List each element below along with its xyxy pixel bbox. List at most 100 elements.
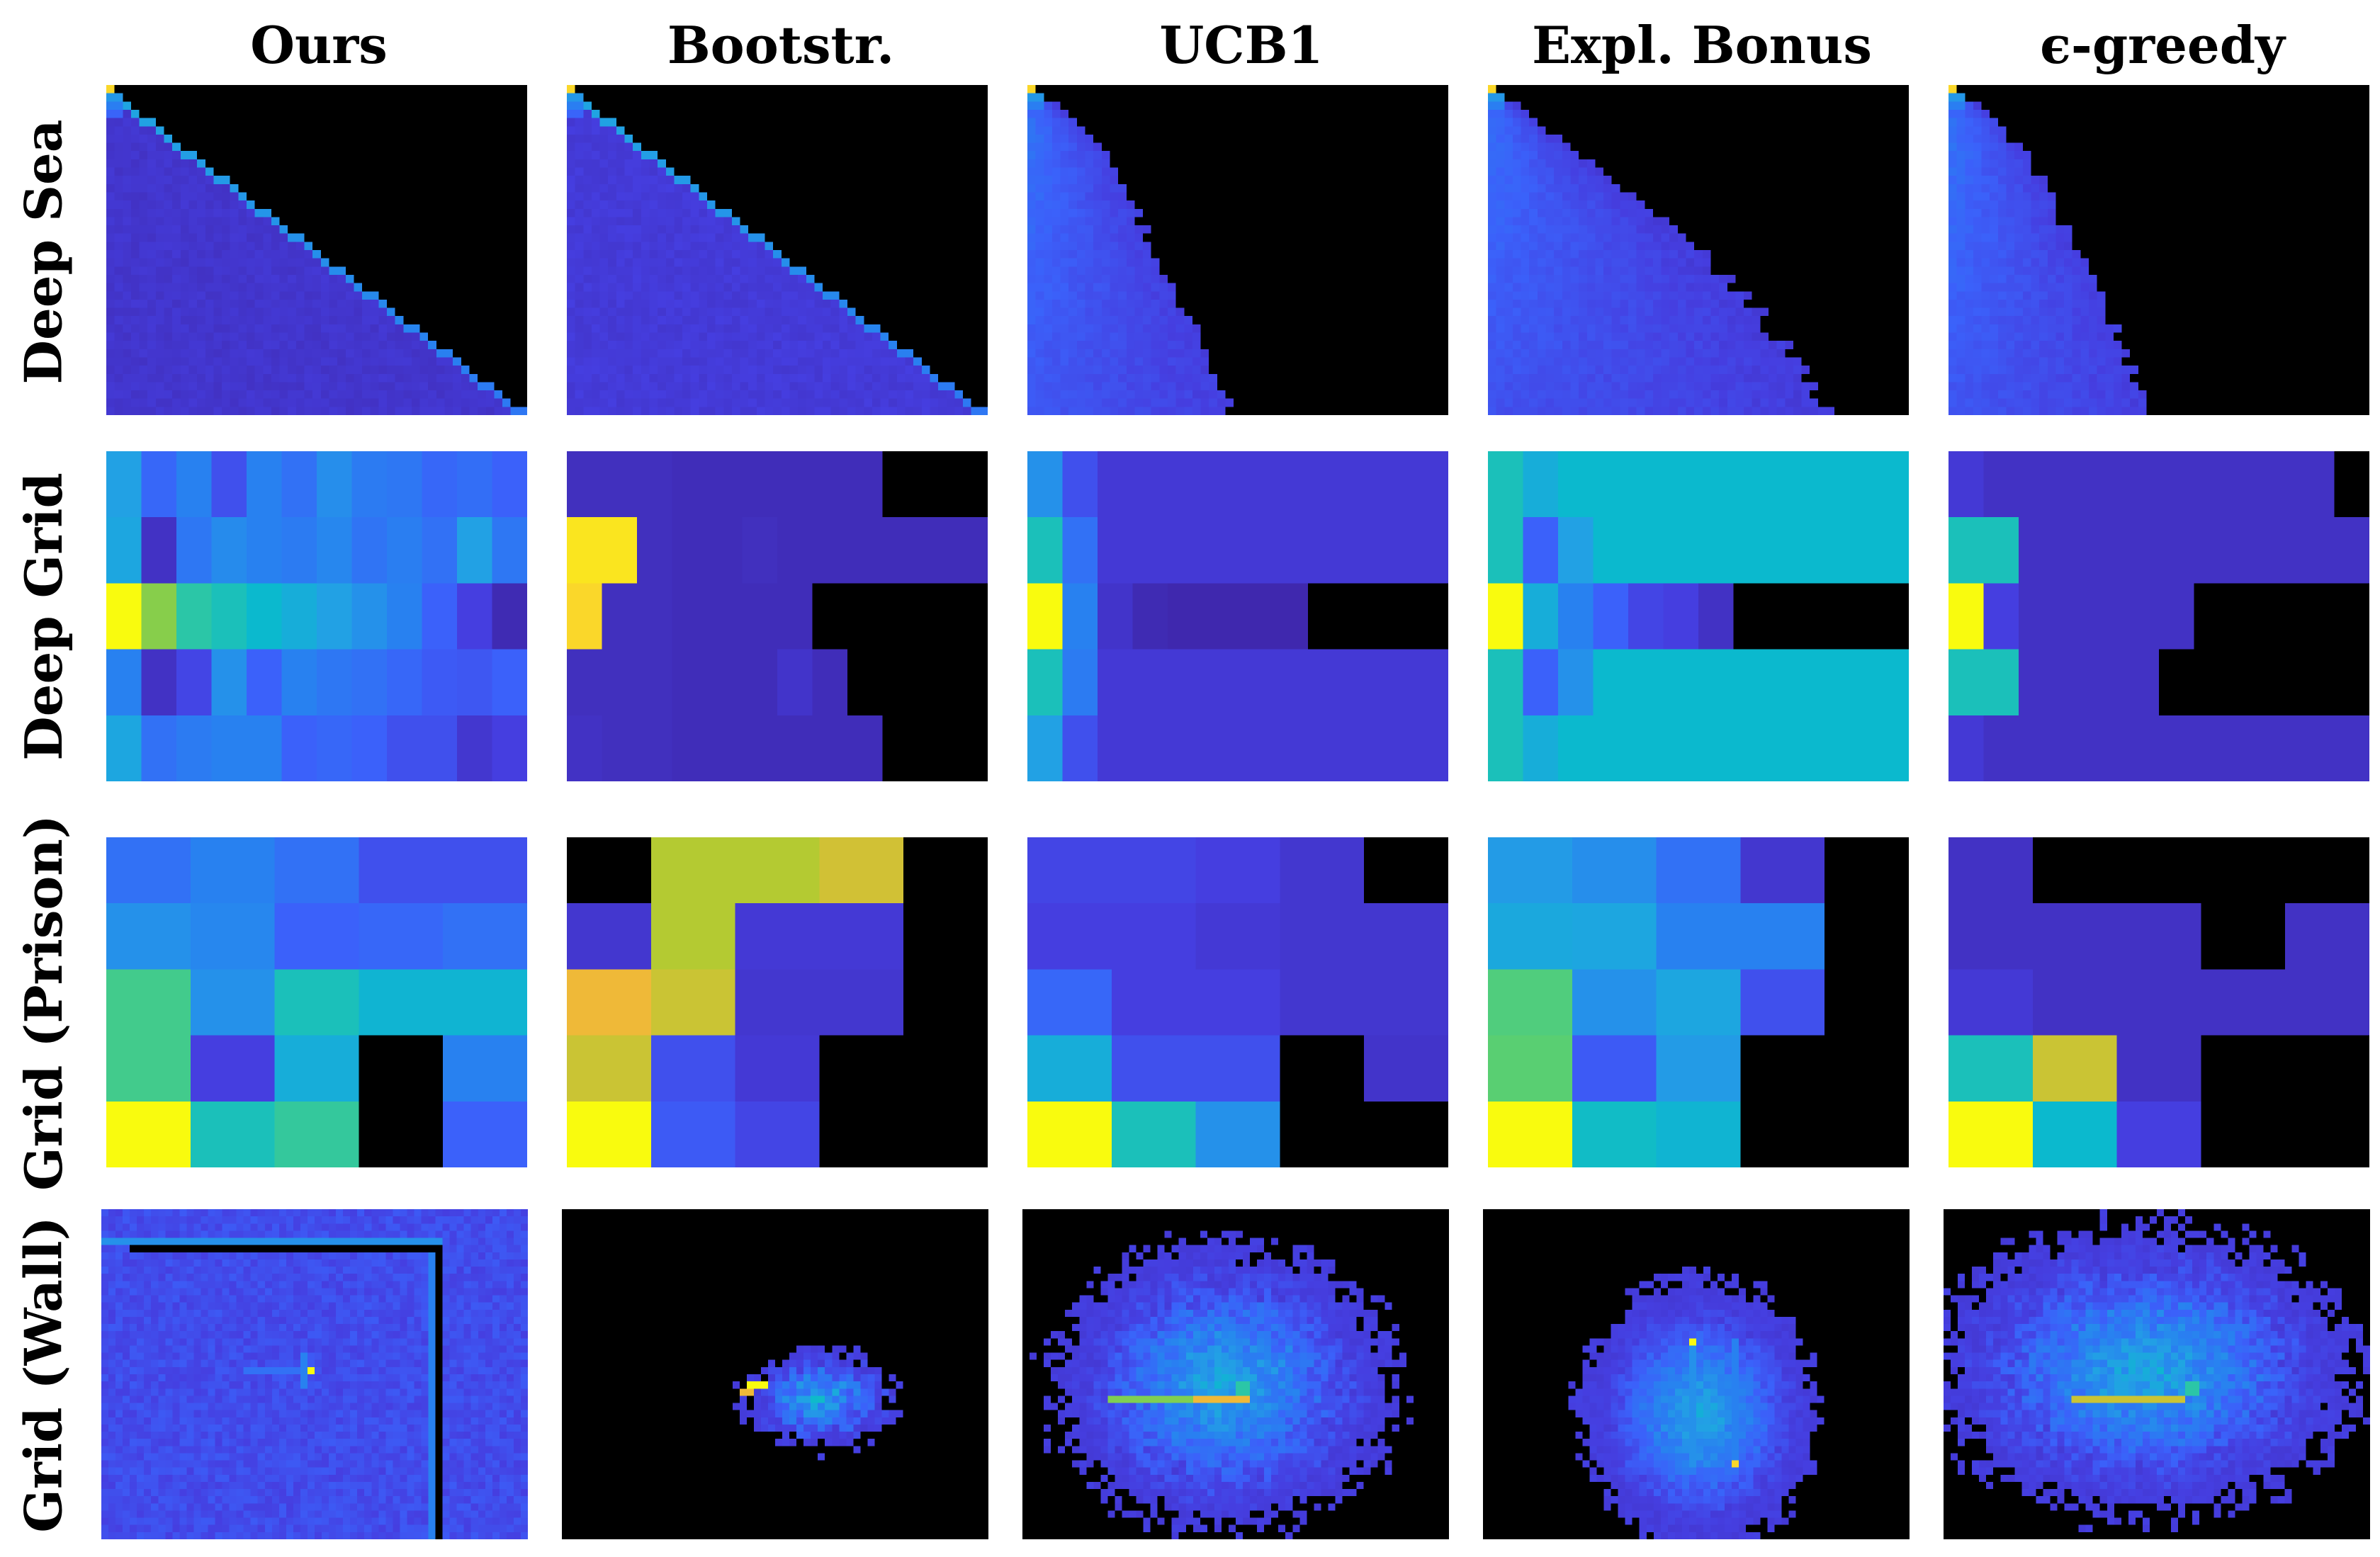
heatmap-cell — [238, 217, 247, 226]
heatmap-cell — [1769, 341, 1777, 349]
heatmap-cell — [1159, 324, 1168, 333]
heatmap-cell — [172, 299, 181, 308]
heatmap-cell — [2097, 349, 2106, 358]
heatmap-cell — [114, 274, 123, 283]
heatmap-cell — [1579, 217, 1587, 226]
heatmap-cell — [1110, 316, 1119, 324]
heatmap-cell — [345, 349, 354, 358]
heatmap-cell — [1997, 200, 2007, 209]
heatmap-cell — [624, 349, 633, 358]
heatmap-cell — [1997, 250, 2007, 259]
heatmap-cell — [1512, 299, 1521, 308]
heatmap-cell — [444, 349, 453, 358]
heatmap-cell — [599, 382, 609, 391]
heatmap-cell — [371, 1209, 379, 1217]
heatmap-cell — [2064, 390, 2072, 399]
heatmap-cell — [2097, 373, 2106, 383]
heatmap-cell — [658, 390, 666, 399]
heatmap-cell — [354, 373, 363, 383]
heatmap-cell — [880, 366, 889, 374]
heatmap-cell — [155, 192, 164, 201]
heatmap-cell — [2006, 366, 2015, 374]
heatmap-cell — [1661, 349, 1670, 358]
heatmap-cell — [1343, 649, 1378, 715]
heatmap-cell — [1076, 126, 1085, 135]
heatmap-cell — [674, 316, 683, 324]
heatmap-cell — [222, 225, 230, 234]
heatmap-cell — [114, 93, 123, 102]
heatmap-cell — [1956, 192, 1966, 201]
heatmap-cell — [1973, 291, 1982, 300]
heatmap-cell — [2022, 332, 2031, 341]
heatmap-cell — [682, 349, 691, 358]
heatmap-cell — [773, 341, 782, 349]
heatmap-cell — [2105, 390, 2114, 399]
heatmap-cell — [1504, 126, 1513, 135]
heatmap-cell — [137, 1238, 145, 1245]
heatmap-cell — [2006, 167, 2015, 176]
heatmap-cell — [1586, 225, 1596, 234]
heatmap-cell — [1603, 382, 1612, 391]
heatmap-cell — [485, 407, 495, 415]
heatmap-cell — [889, 366, 897, 374]
heatmap-cell — [428, 398, 436, 407]
heatmap-cell — [2006, 407, 2015, 415]
heatmap-cell — [633, 307, 641, 317]
heatmap-cell — [1110, 208, 1119, 217]
heatmap-cell — [1093, 407, 1102, 415]
heatmap-cell — [139, 341, 148, 349]
heatmap-cell — [1839, 583, 1874, 650]
heatmap-cell — [108, 1223, 116, 1231]
heatmap-cell — [1364, 903, 1448, 970]
heatmap-cell — [1126, 307, 1135, 317]
heatmap-cell — [263, 316, 271, 324]
heatmap-cell — [123, 208, 131, 217]
heatmap-cell — [1175, 390, 1185, 399]
heatmap-cell — [567, 93, 575, 102]
heatmap-cell — [1965, 142, 1973, 152]
heatmap-cell — [1537, 307, 1546, 317]
heatmap-cell — [247, 366, 255, 374]
heatmap-cell — [1488, 101, 1496, 110]
heatmap-cell — [263, 307, 271, 317]
heatmap-cell — [1727, 357, 1736, 366]
heatmap-cell — [2121, 373, 2131, 383]
heatmap-cell — [1512, 274, 1521, 283]
heatmap-cell — [583, 390, 592, 399]
heatmap-cell — [274, 837, 359, 904]
heatmap-cell — [106, 398, 115, 407]
heatmap-cell — [1521, 398, 1530, 407]
heatmap-cell — [1735, 299, 1744, 308]
heatmap-cell — [1595, 357, 1604, 366]
heatmap-cell — [461, 366, 470, 374]
heatmap-cell — [658, 349, 666, 358]
heatmap-cell — [1512, 118, 1521, 127]
heatmap-deep-grid-bootstr — [567, 451, 988, 781]
heatmap-cell — [456, 1238, 464, 1245]
heatmap-cell — [608, 316, 616, 324]
heatmap-cell — [765, 274, 774, 283]
heatmap-cell — [364, 1230, 372, 1238]
heatmap-cell — [2138, 398, 2147, 407]
heatmap-cell — [295, 357, 305, 366]
heatmap-cell — [114, 134, 123, 143]
heatmap-cell — [1611, 225, 1620, 234]
heatmap-cell — [263, 357, 271, 366]
heatmap-cell — [1110, 225, 1119, 234]
heatmap-cell — [2064, 307, 2072, 317]
heatmap-cell — [304, 299, 313, 308]
heatmap-cell — [1990, 332, 1998, 341]
heatmap-cell — [419, 332, 429, 341]
heatmap-cell — [470, 1230, 478, 1238]
heatmap-cell — [1062, 583, 1098, 650]
heatmap-cell — [106, 1035, 191, 1102]
heatmap-cell — [2113, 349, 2122, 358]
heatmap-cell — [1035, 341, 1044, 349]
heatmap-cell — [1192, 398, 1201, 407]
heatmap-cell — [1076, 167, 1085, 176]
heatmap-cell — [1151, 366, 1160, 374]
heatmap-cell — [2194, 517, 2229, 584]
heatmap-cell — [665, 274, 675, 283]
heatmap-cell — [205, 357, 214, 366]
heatmap-cell — [1572, 969, 1657, 1036]
